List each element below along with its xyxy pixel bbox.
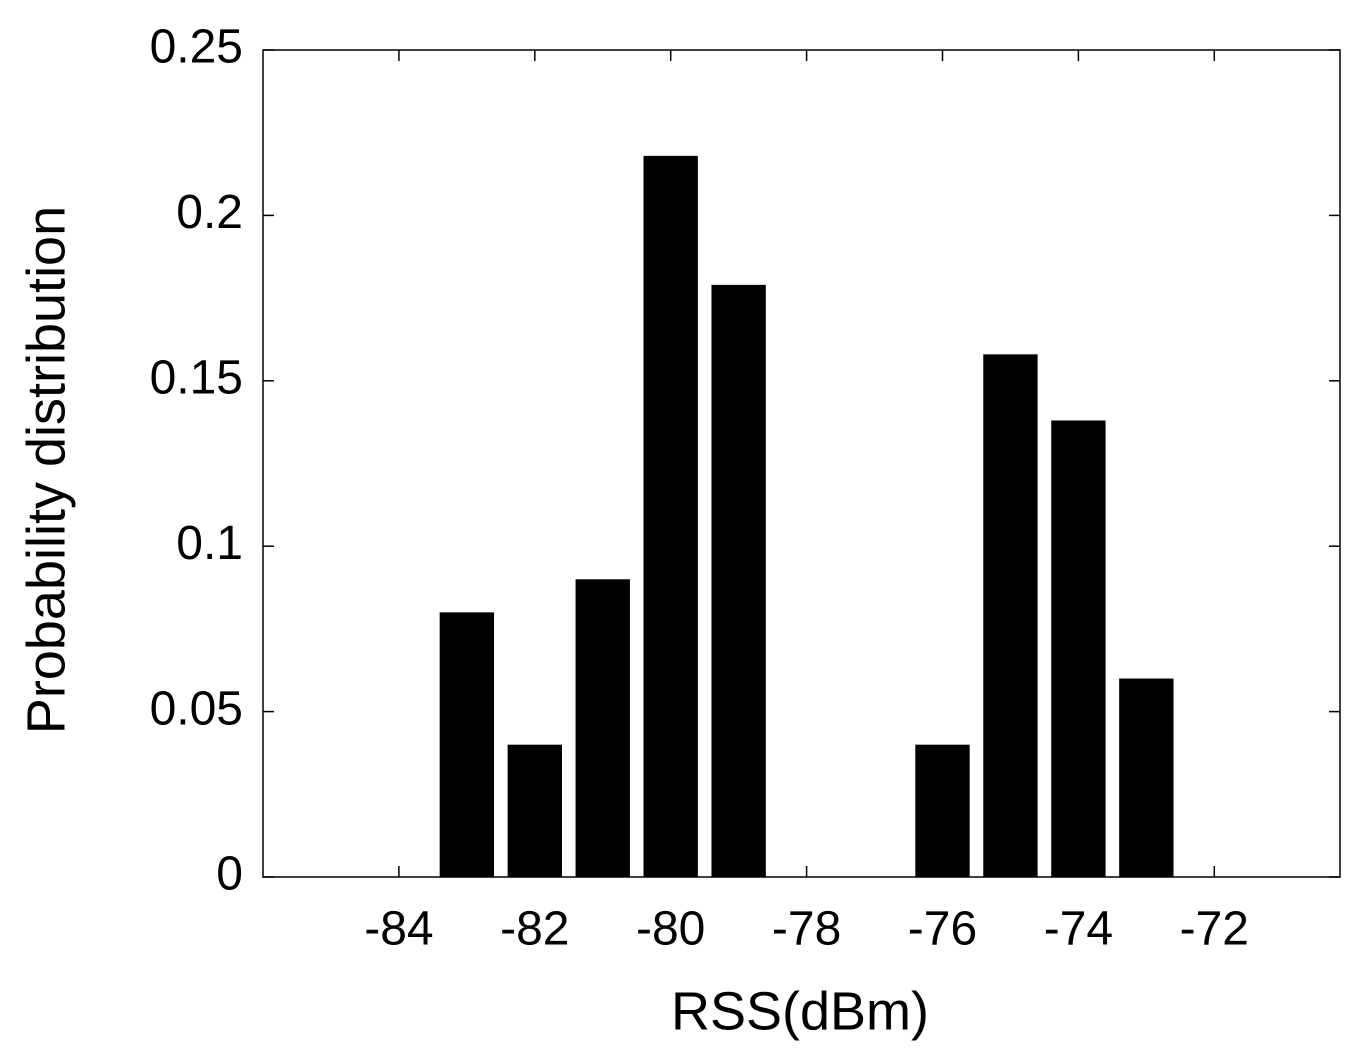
x-axis-label: RSS(dBm) bbox=[671, 981, 929, 1041]
y-tick-label: 0.2 bbox=[176, 186, 243, 239]
x-tick-label: -84 bbox=[364, 903, 433, 956]
bar bbox=[643, 155, 698, 877]
bar bbox=[711, 284, 766, 877]
x-tick-label: -76 bbox=[908, 903, 977, 956]
plot-frame bbox=[262, 49, 1341, 878]
bar bbox=[1051, 420, 1106, 877]
y-tick-label: 0.1 bbox=[176, 517, 243, 570]
bar bbox=[439, 612, 495, 877]
bar bbox=[575, 579, 630, 877]
y-axis-label: Probability distribution bbox=[16, 206, 76, 734]
bar bbox=[507, 744, 562, 877]
bar bbox=[915, 744, 970, 877]
y-tick-label: 0 bbox=[216, 848, 243, 901]
x-tick-label: -82 bbox=[500, 903, 569, 956]
x-tick-label: -80 bbox=[636, 903, 705, 956]
x-tick-label: -74 bbox=[1044, 903, 1113, 956]
x-tick-label: -72 bbox=[1180, 903, 1249, 956]
y-tick-label: 0.25 bbox=[150, 21, 243, 74]
y-tick-label: 0.05 bbox=[150, 682, 243, 735]
x-tick-label: -78 bbox=[772, 903, 841, 956]
y-tick-label: 0.15 bbox=[150, 351, 243, 404]
bar bbox=[983, 354, 1038, 877]
bar bbox=[1119, 678, 1174, 877]
